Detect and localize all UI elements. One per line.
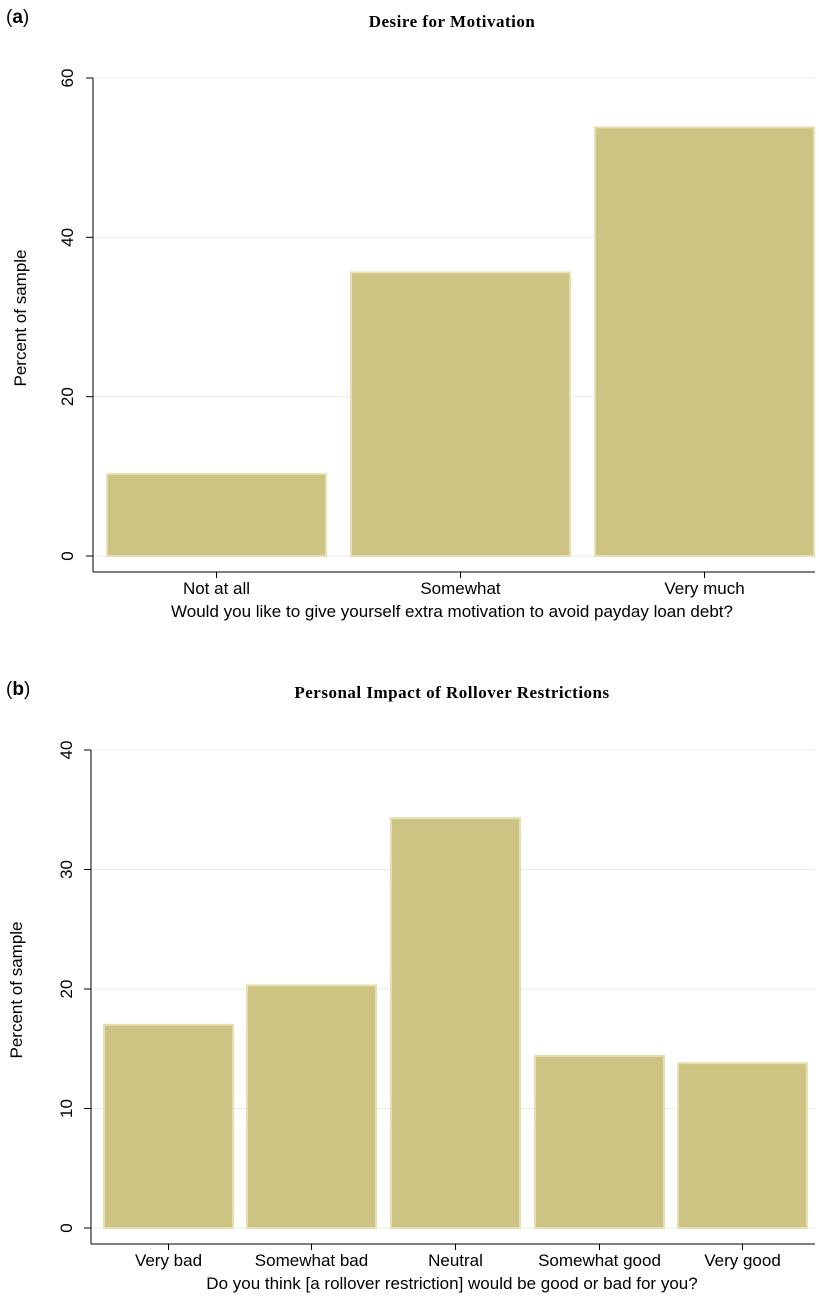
y-tick-label: 20 <box>58 387 77 406</box>
bar-3 <box>594 126 815 557</box>
chart-panel-b: (b) Personal Impact of Rollover Restrict… <box>6 679 815 1293</box>
x-tick-label: Neutral <box>428 1251 483 1270</box>
bar-5 <box>677 1062 808 1229</box>
y-axis-label: Percent of sample <box>7 921 26 1058</box>
y-tick-label: 0 <box>58 551 77 560</box>
bar-4 <box>534 1054 665 1230</box>
bar-3 <box>390 817 521 1229</box>
y-tick-label: 10 <box>57 1099 76 1118</box>
axes <box>92 78 815 573</box>
x-axis-label: Would you like to give yourself extra mo… <box>171 602 733 621</box>
y-tick-label: 40 <box>58 228 77 247</box>
x-ticks: Very bad Somewhat bad Neutral Somewhat good… <box>135 1244 781 1270</box>
y-tick-label: 20 <box>57 980 76 999</box>
y-ticks: 0 10 20 30 40 <box>57 741 91 1233</box>
chart-panel-a: (a) Desire for Motivation 0 20 40 60 Not at… <box>6 7 815 621</box>
y-tick-label: 40 <box>57 741 76 760</box>
y-tick-label: 0 <box>57 1223 76 1232</box>
x-tick-label: Somewhat <box>420 579 501 598</box>
bar-2 <box>350 271 571 557</box>
panel-label-letter: a <box>12 7 23 28</box>
bar-1 <box>103 1023 234 1229</box>
x-tick-label: Very good <box>704 1251 781 1270</box>
y-ticks: 0 20 40 60 <box>58 69 93 561</box>
y-axis-label: Percent of sample <box>11 249 30 386</box>
x-tick-label: Very much <box>664 579 744 598</box>
x-tick-label: Not at all <box>183 579 250 598</box>
panel-label-a: (a) <box>6 7 29 28</box>
bar-2 <box>246 984 377 1229</box>
y-tick-label: 30 <box>57 860 76 879</box>
chart-title: Personal Impact of Rollover Restrictions <box>294 683 609 702</box>
x-tick-label: Somewhat bad <box>255 1251 368 1270</box>
bars <box>103 817 808 1230</box>
chart-title: Desire for Motivation <box>369 12 536 31</box>
x-axis-label: Do you think [a rollover restriction] wo… <box>206 1274 697 1293</box>
x-tick-label: Somewhat good <box>538 1251 661 1270</box>
panel-label-letter: b <box>12 679 24 700</box>
axes <box>90 750 815 1245</box>
panel-label-b: (b) <box>6 679 30 700</box>
x-tick-label: Very bad <box>135 1251 202 1270</box>
x-ticks: Not at all Somewhat Very much <box>183 572 745 598</box>
bars <box>106 126 815 557</box>
y-tick-label: 60 <box>58 69 77 88</box>
bar-1 <box>106 472 327 557</box>
